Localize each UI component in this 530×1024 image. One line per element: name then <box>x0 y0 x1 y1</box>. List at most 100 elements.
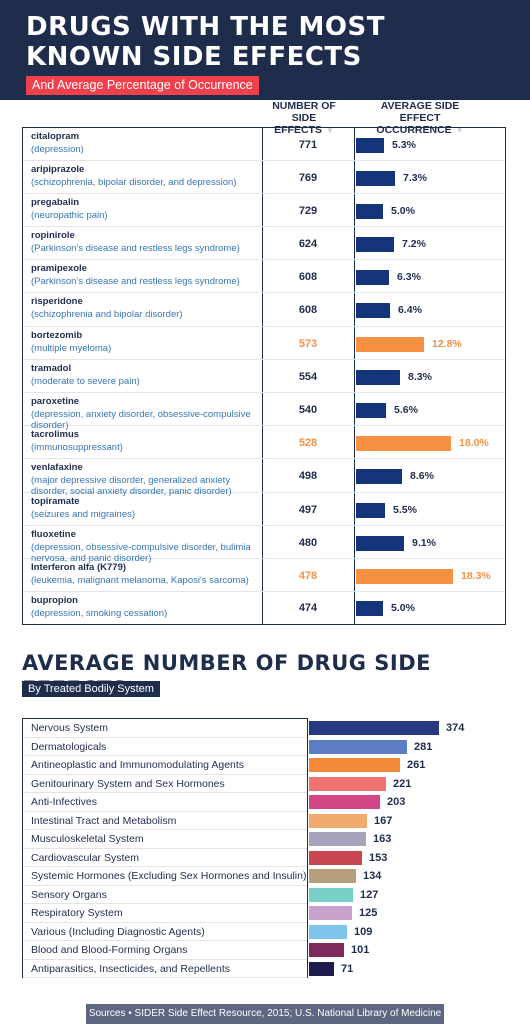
system-row: Cardiovascular System <box>23 849 307 867</box>
drug-name: bortezomib <box>31 330 83 341</box>
side-effect-count: 769 <box>298 172 318 184</box>
occurrence-bar <box>356 171 395 186</box>
drug-row: tacrolimus (immunosuppressant) 528 18.0% <box>23 426 505 459</box>
occurrence-bar <box>356 503 385 518</box>
system-bar <box>309 869 356 883</box>
side-effect-count: 573 <box>298 338 318 350</box>
system-bar <box>309 943 344 957</box>
drug-row: pramipexole (Parkinson's disease and rest… <box>23 260 505 293</box>
drug-row: Interferon alfa (K779) (leukemia, maligna… <box>23 559 505 592</box>
system-bar <box>309 961 334 976</box>
drug-table <box>22 127 506 625</box>
system-row: Antineoplastic and Immunomodulating Agen… <box>23 756 307 775</box>
side-effect-count: 729 <box>298 205 318 217</box>
system-name: Cardiovascular System <box>31 851 139 864</box>
occurrence-pct: 18.0% <box>459 437 489 449</box>
drug-condition: (depression, anxiety disorder, obsessive… <box>31 409 251 431</box>
side-effect-count: 528 <box>298 437 318 449</box>
section-subtitle: By Treated Bodily System <box>22 681 160 697</box>
occurrence-pct: 5.3% <box>392 139 416 151</box>
drug-name: tramadol <box>31 363 72 374</box>
sort-arrow-icon: ▼ <box>455 126 464 135</box>
occurrence-pct: 18.3% <box>461 570 491 582</box>
system-value: 374 <box>446 722 465 734</box>
system-name: Genitourinary System and Sex Hormones <box>31 777 225 790</box>
system-name: Blood and Blood-Forming Organs <box>31 944 188 956</box>
system-value: 101 <box>351 944 370 956</box>
drug-condition: (depression, smoking cessation) <box>31 608 168 619</box>
system-name: Nervous System <box>31 722 109 734</box>
system-name: Dermatologicals <box>31 740 107 753</box>
drug-name: topiramate <box>31 496 80 507</box>
side-effect-count: 554 <box>298 371 318 383</box>
occurrence-pct: 7.3% <box>403 172 427 184</box>
header-banner: DRUGS WITH THE MOST KNOWN SIDE EFFECTS A… <box>0 0 530 100</box>
occurrence-bar <box>356 204 383 219</box>
side-effect-count: 480 <box>298 537 318 549</box>
occurrence-pct: 5.0% <box>391 602 415 614</box>
system-value: 167 <box>374 814 393 827</box>
drug-name: pramipexole <box>31 263 87 274</box>
drug-condition: (schizophrenia, bipolar disorder, and de… <box>31 177 237 188</box>
system-value: 127 <box>360 888 379 901</box>
system-value: 125 <box>359 907 378 919</box>
sources-footer: Sources • SIDER Side Effect Resource, 20… <box>86 1004 444 1024</box>
table-divider <box>262 127 263 625</box>
occurrence-pct: 8.6% <box>410 470 434 482</box>
occurrence-bar <box>356 569 453 584</box>
drug-condition: (neuropathic pain) <box>31 210 108 221</box>
drug-condition: (moderate to severe pain) <box>31 376 140 387</box>
drug-row: topiramate (seizures and migraines) 497 5.5… <box>23 493 505 526</box>
system-row: Musculoskeletal System <box>23 830 307 849</box>
system-row: Respiratory System <box>23 904 307 923</box>
system-bar <box>309 850 362 865</box>
drug-condition: (depression, obsessive-compulsive disord… <box>31 542 251 564</box>
drug-name: aripiprazole <box>31 164 85 175</box>
system-value: 203 <box>387 796 406 808</box>
system-name: Antiparasitics, Insecticides, and Repell… <box>31 962 231 975</box>
drug-name: ropinirole <box>31 230 75 241</box>
system-name: Sensory Organs <box>31 888 107 901</box>
occurrence-pct: 6.4% <box>398 304 422 316</box>
drug-name: pregabalin <box>31 197 80 208</box>
sort-arrow-icon: ▼ <box>325 126 334 135</box>
drug-name: tacrolimus <box>31 429 80 440</box>
side-effect-count: 498 <box>298 470 318 482</box>
system-value: 221 <box>393 777 412 790</box>
side-effect-count: 478 <box>298 570 318 582</box>
occurrence-pct: 9.1% <box>412 537 436 549</box>
side-effect-count: 497 <box>298 504 318 516</box>
occurrence-pct: 5.6% <box>394 404 418 416</box>
drug-condition: (seizures and migraines) <box>31 509 136 520</box>
system-name: Systemic Hormones (Excluding Sex Hormone… <box>31 870 307 882</box>
drug-name: bupropion <box>31 595 78 606</box>
drug-row: aripiprazole (schizophrenia, bipolar diso… <box>23 161 505 194</box>
system-name: Anti-Infectives <box>31 796 97 808</box>
system-row: Sensory Organs <box>23 886 307 904</box>
system-name: Respiratory System <box>31 907 123 919</box>
occurrence-pct: 5.5% <box>393 504 417 516</box>
system-row: Nervous System <box>23 719 307 738</box>
side-effect-count: 608 <box>298 271 318 283</box>
occurrence-bar <box>356 436 451 451</box>
occurrence-bar <box>356 138 384 153</box>
system-value: 71 <box>341 962 354 975</box>
occurrence-bar <box>356 270 389 285</box>
drug-row: ropinirole (Parkinson's disease and restl… <box>23 227 505 260</box>
system-name: Intestinal Tract and Metabolism <box>31 814 177 827</box>
page-title: DRUGS WITH THE MOST KNOWN SIDE EFFECTS <box>26 12 385 72</box>
drug-name: fluoxetine <box>31 529 76 540</box>
side-effect-count: 474 <box>298 602 318 614</box>
side-effect-count: 540 <box>298 404 318 416</box>
drug-name: risperidone <box>31 296 83 307</box>
system-row: Dermatologicals <box>23 738 307 756</box>
system-bar <box>309 776 386 791</box>
drug-row: pregabalin (neuropathic pain) 729 5.0% <box>23 194 505 227</box>
drug-row: bupropion (depression, smoking cessation)… <box>23 592 505 624</box>
occurrence-bar <box>356 370 400 385</box>
drug-row: risperidone (schizophrenia and bipolar di… <box>23 293 505 327</box>
occurrence-pct: 12.8% <box>432 338 462 350</box>
drug-name: paroxetine <box>31 396 80 407</box>
occurrence-bar <box>356 601 383 616</box>
system-bar <box>309 906 352 920</box>
